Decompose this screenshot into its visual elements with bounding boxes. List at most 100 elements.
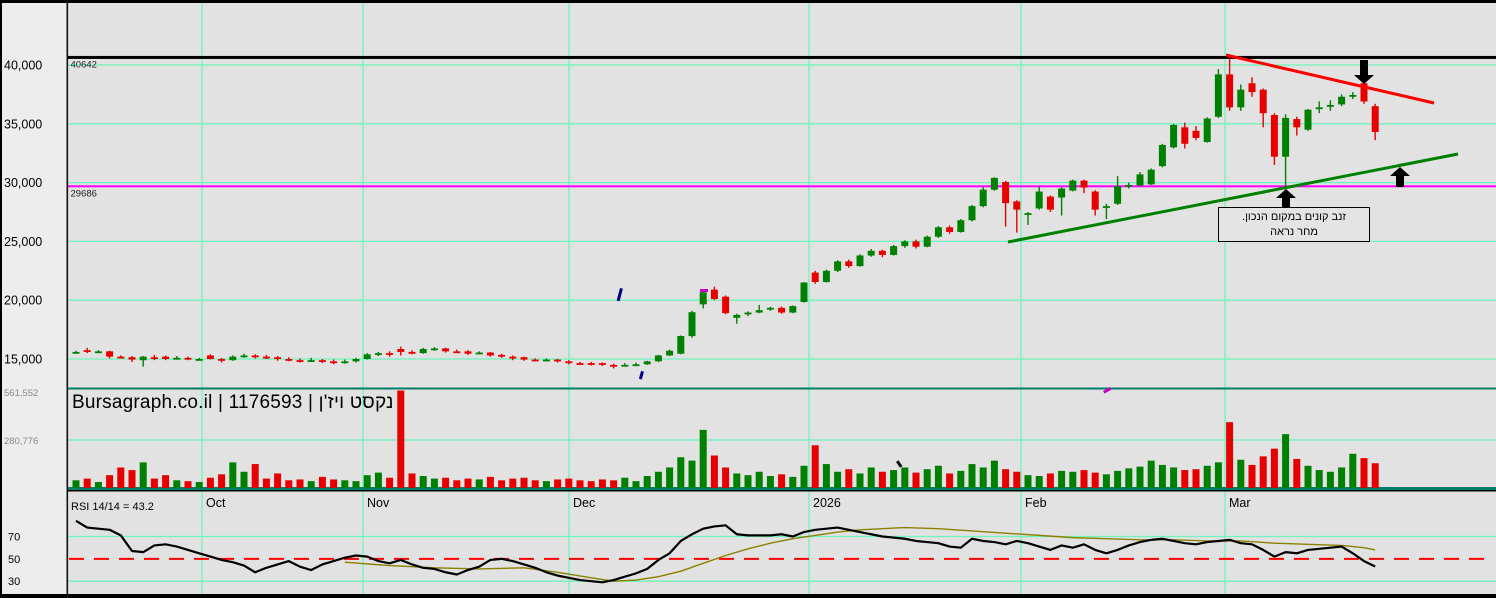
candle-body — [307, 360, 315, 362]
candle-body — [1058, 188, 1066, 198]
candle-body — [531, 359, 539, 362]
rsi-tick-label: 50 — [8, 554, 20, 566]
candle-body — [912, 241, 920, 247]
volume-bar — [632, 481, 640, 488]
volume-bar — [766, 476, 774, 488]
rsi-panel-top-border — [68, 490, 1496, 492]
volume-bar — [386, 477, 394, 488]
candle-body — [1226, 74, 1234, 108]
annotation-note-box[interactable]: זנב קונים במקום הנכון. מחר נראה — [1218, 207, 1370, 242]
volume-bar — [789, 476, 797, 488]
candle-body — [1270, 114, 1278, 157]
price-tick-label: 25,000 — [4, 235, 42, 249]
volume-bar — [139, 462, 147, 488]
candle-body — [285, 359, 293, 361]
volume-bar — [856, 473, 864, 488]
candle-body — [162, 356, 170, 359]
volume-bar — [1338, 467, 1346, 488]
candle-body — [72, 351, 80, 354]
up-arrow[interactable] — [1276, 189, 1296, 207]
volume-bar — [430, 478, 438, 488]
stray-mark — [638, 370, 644, 380]
candle-body — [206, 355, 214, 359]
candle-body — [957, 220, 965, 232]
volume-bar — [1315, 470, 1323, 488]
candle-body — [1046, 196, 1054, 210]
candle-body — [834, 261, 842, 271]
candle-body — [1326, 104, 1334, 107]
volume-bar — [442, 477, 450, 488]
volume-bar — [1125, 468, 1133, 488]
volume-bar — [1080, 470, 1088, 488]
candle-body — [946, 227, 954, 232]
volume-bar — [374, 472, 382, 488]
candle-body — [878, 250, 886, 255]
watermark: Bursagraph.co.il | 1176593 | נקסט ויז'ן — [72, 392, 394, 413]
volume-bar — [94, 482, 102, 488]
candle-body — [934, 227, 942, 237]
volume-bar — [934, 465, 942, 488]
price-tick-label: 35,000 — [4, 117, 42, 131]
volume-bar — [1147, 460, 1155, 488]
volume-panel-bottom-border — [68, 487, 1496, 490]
volume-bar — [822, 464, 830, 488]
candle-body — [386, 353, 394, 355]
volume-bar — [554, 479, 562, 488]
volume-bar — [419, 476, 427, 488]
candle-body — [1002, 182, 1010, 204]
resistance-trendline[interactable] — [1225, 53, 1435, 105]
down-arrow[interactable] — [1354, 60, 1374, 84]
volume-bar — [542, 481, 550, 488]
candle-body — [666, 350, 674, 356]
volume-bar — [397, 390, 405, 488]
volume-bar — [464, 478, 472, 488]
candle-body — [744, 312, 752, 315]
month-label: Mar — [1229, 496, 1251, 510]
candle-body — [117, 356, 125, 359]
volume-bar — [1214, 462, 1222, 488]
volume-bar — [1248, 464, 1256, 488]
candle-body — [979, 189, 987, 207]
candle-body — [722, 296, 730, 314]
candle-body — [632, 364, 640, 367]
candle-body — [1114, 186, 1122, 204]
candle-body — [195, 359, 203, 361]
candle-body — [1282, 117, 1290, 157]
volume-bar — [1114, 470, 1122, 488]
candle-body — [1371, 106, 1379, 133]
volume-bar — [128, 470, 136, 488]
up-arrow[interactable] — [1390, 167, 1410, 187]
volume-bar — [800, 465, 808, 488]
annotation-note-line2: מחר נראה — [1270, 226, 1318, 238]
volume-bar — [184, 481, 192, 488]
candle-body — [1192, 130, 1200, 138]
volume-bar — [878, 471, 886, 488]
candle-body — [330, 361, 338, 364]
candle-body — [778, 307, 786, 313]
candle-body — [800, 282, 808, 302]
price-level-line[interactable] — [68, 185, 1496, 188]
candle-body — [486, 352, 494, 356]
candle-body — [1181, 127, 1189, 144]
candle-body — [453, 351, 461, 354]
candle-body — [845, 261, 853, 267]
volume-bar — [587, 481, 595, 488]
volume-bar — [710, 455, 718, 488]
candle-body — [733, 314, 741, 318]
candle-body — [218, 359, 226, 361]
volume-bar — [845, 469, 853, 488]
candle-body — [822, 270, 830, 282]
candle-body — [576, 363, 584, 365]
volume-bar — [1046, 473, 1054, 488]
bottom-border — [0, 594, 1496, 598]
candle-body — [688, 312, 696, 337]
volume-bar — [733, 473, 741, 488]
volume-bar — [666, 467, 674, 488]
support-trendline[interactable] — [1007, 152, 1459, 244]
price-level-line[interactable] — [68, 55, 1496, 59]
volume-bar — [1158, 464, 1166, 488]
volume-bar — [1002, 469, 1010, 488]
volume-bar — [957, 470, 965, 488]
volume-bar — [1181, 470, 1189, 488]
